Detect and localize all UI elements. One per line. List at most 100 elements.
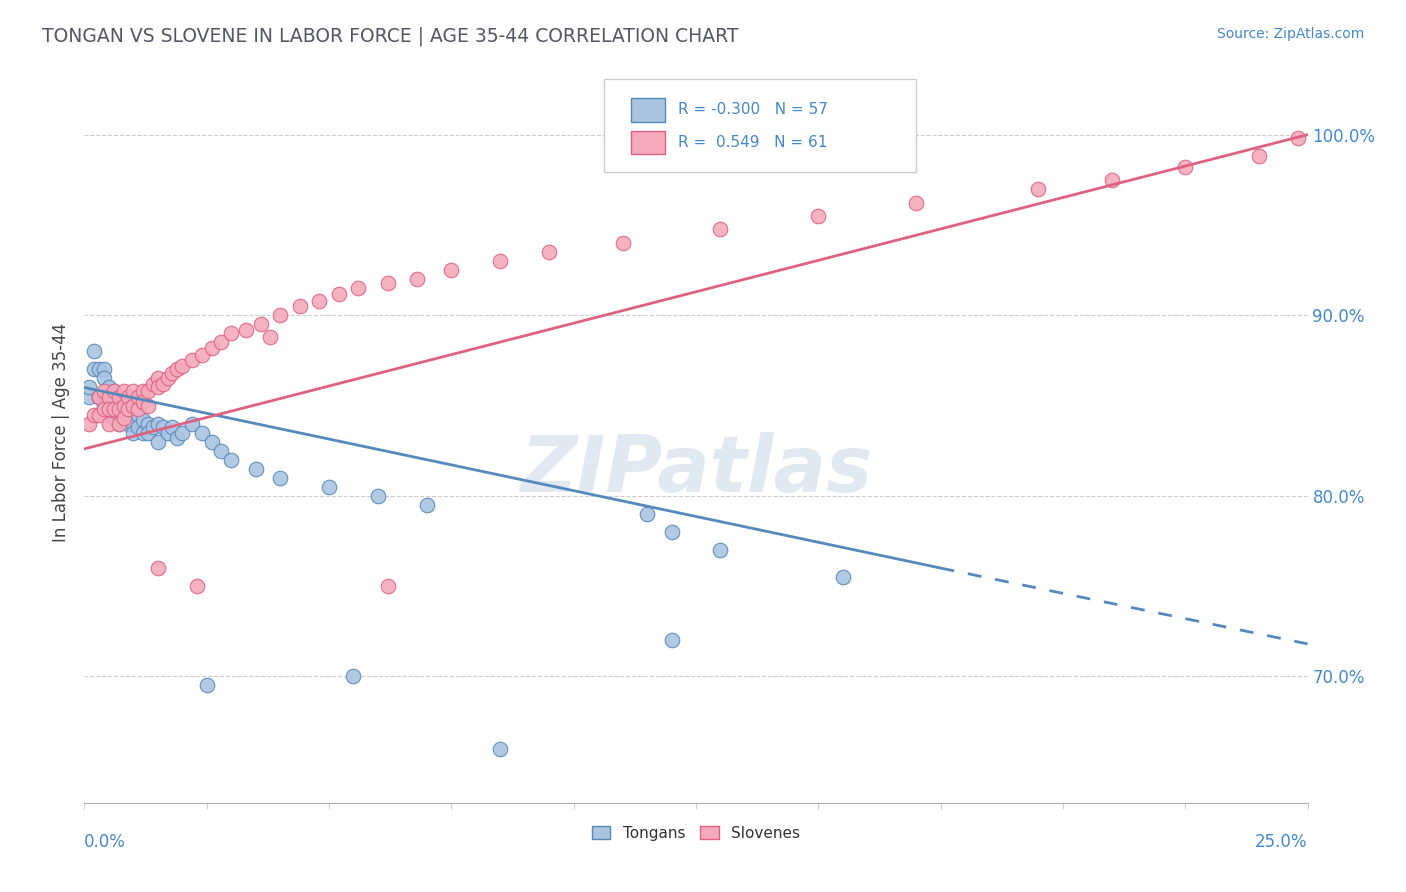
Point [1028, 182, 1050, 196]
Point [127, 420, 149, 434]
Point [209, 443, 232, 458]
Point [152, 376, 174, 391]
Point [122, 425, 145, 440]
Point [122, 417, 145, 431]
Point [146, 371, 169, 385]
Point [103, 384, 125, 398]
Point [77, 390, 100, 404]
Point [269, 471, 291, 485]
Y-axis label: In Labor Force | Age 35-44: In Labor Force | Age 35-44 [52, 323, 70, 542]
Point [219, 452, 242, 467]
Point [136, 425, 159, 440]
Point [191, 425, 214, 440]
Point [103, 402, 125, 417]
Point [93, 399, 115, 413]
Point [103, 402, 125, 417]
Point [709, 221, 731, 235]
Point [200, 434, 222, 449]
Point [162, 420, 184, 434]
Point [162, 366, 184, 380]
Point [377, 276, 399, 290]
Point [146, 434, 169, 449]
Point [181, 353, 204, 368]
Point [191, 348, 214, 362]
Point [146, 380, 169, 394]
Point [83, 362, 105, 376]
Point [1286, 131, 1309, 145]
Point [195, 678, 218, 692]
Point [1174, 160, 1197, 174]
Point [612, 235, 634, 250]
Point [219, 326, 242, 341]
Point [347, 281, 370, 295]
Point [112, 411, 135, 425]
Point [636, 507, 658, 521]
Point [440, 263, 463, 277]
Point [181, 417, 204, 431]
Point [146, 561, 169, 575]
Point [156, 371, 179, 385]
Point [831, 570, 853, 584]
Point [127, 402, 149, 417]
Point [103, 384, 125, 398]
Point [166, 362, 188, 376]
Point [807, 209, 830, 223]
Point [538, 245, 561, 260]
Bar [631, 130, 665, 154]
Text: R =  0.549   N = 61: R = 0.549 N = 61 [678, 135, 827, 150]
Point [122, 402, 145, 417]
Point [107, 402, 129, 417]
Point [87, 408, 110, 422]
Point [107, 417, 129, 431]
Point [103, 411, 125, 425]
Point [77, 380, 100, 394]
Point [235, 323, 257, 337]
Text: R = -0.300   N = 57: R = -0.300 N = 57 [678, 103, 828, 118]
Point [132, 395, 155, 409]
Point [136, 417, 159, 431]
Point [288, 299, 311, 313]
Point [132, 413, 155, 427]
Text: ZIPatlas: ZIPatlas [520, 432, 872, 508]
Point [83, 408, 105, 422]
Point [127, 408, 149, 422]
Point [1247, 149, 1270, 163]
Point [342, 669, 364, 683]
Point [416, 498, 439, 512]
Point [97, 390, 120, 404]
Point [136, 384, 159, 398]
Point [152, 420, 174, 434]
Point [112, 399, 135, 413]
Point [318, 480, 340, 494]
Point [97, 408, 120, 422]
Bar [631, 98, 665, 121]
Point [112, 384, 135, 398]
Point [489, 254, 512, 268]
Point [328, 286, 350, 301]
Point [97, 399, 120, 413]
Point [142, 376, 165, 391]
Point [406, 272, 429, 286]
Text: 0.0%: 0.0% [84, 833, 127, 851]
Point [249, 318, 271, 332]
Text: Source: ZipAtlas.com: Source: ZipAtlas.com [1216, 27, 1364, 41]
Point [97, 417, 120, 431]
Point [245, 461, 267, 475]
Point [209, 335, 232, 350]
Point [107, 390, 129, 404]
Point [127, 390, 149, 404]
Point [107, 390, 129, 404]
Point [172, 425, 194, 440]
Point [112, 408, 135, 422]
Point [132, 384, 155, 398]
Point [259, 330, 281, 344]
Point [156, 425, 179, 440]
Legend: Tongans, Slovenes: Tongans, Slovenes [586, 820, 806, 847]
Point [117, 402, 139, 417]
Point [166, 431, 188, 445]
Point [122, 384, 145, 398]
Point [117, 417, 139, 431]
Point [87, 362, 110, 376]
Point [93, 371, 115, 385]
Point [172, 359, 194, 373]
